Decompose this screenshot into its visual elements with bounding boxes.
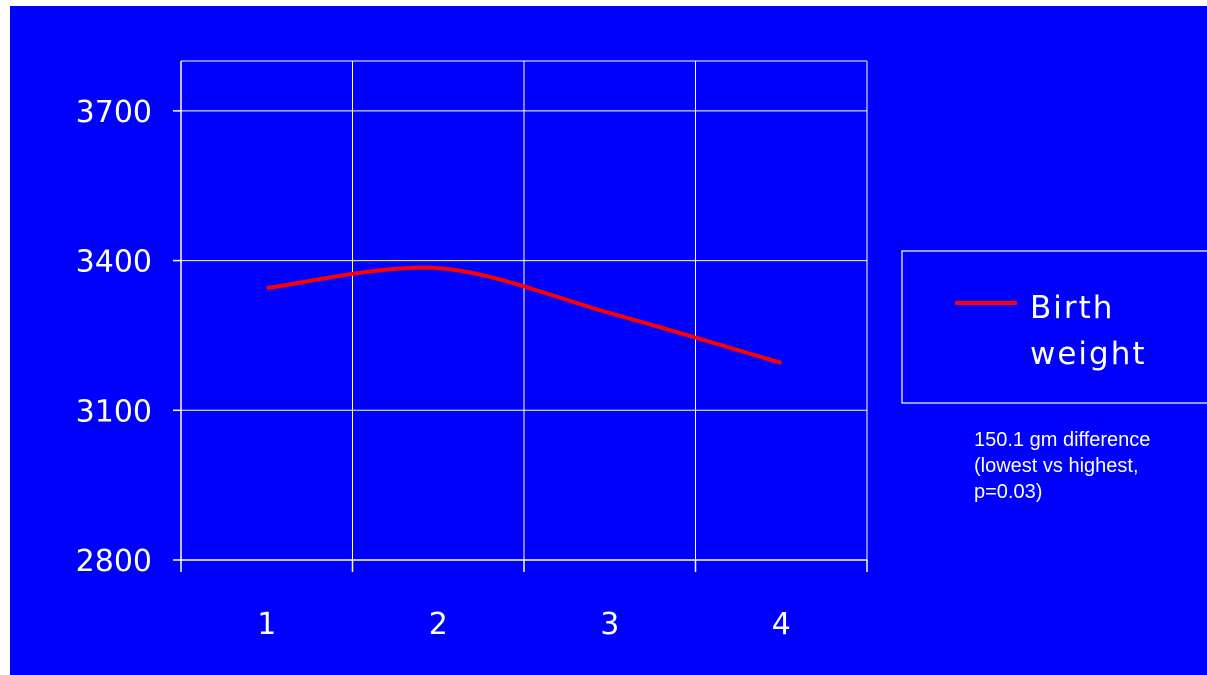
y-tick-label: 2800	[76, 544, 152, 579]
chart-background	[10, 6, 1207, 675]
annotation: 150.1 gm difference (lowest vs highest, …	[974, 427, 1207, 505]
legend: Birth weight	[901, 250, 1207, 404]
annotation-line-2: (lowest vs highest,	[974, 455, 1139, 477]
y-tick-label: 3400	[76, 245, 152, 280]
annotation-line-1: 150.1 gm difference	[974, 429, 1151, 451]
axes	[173, 61, 868, 572]
legend-box	[901, 250, 1207, 404]
legend-label-line-2: weight	[1030, 336, 1147, 372]
legend-label-line-1: Birth	[1030, 290, 1114, 326]
x-tick-label: 4	[772, 607, 791, 642]
series-line-birth-weight	[266, 265, 782, 365]
y-tick-label: 3700	[76, 95, 152, 130]
tick-labels: 2800 3100 3400 3700 1 2 3 4	[76, 95, 791, 642]
x-tick-label: 2	[429, 607, 448, 642]
annotation-line-3: p=0.03)	[974, 481, 1043, 503]
x-tick-label: 3	[600, 607, 619, 642]
y-tick-label: 3100	[76, 394, 152, 429]
series	[266, 265, 782, 365]
x-tick-label: 1	[257, 607, 276, 642]
grid	[181, 60, 868, 560]
